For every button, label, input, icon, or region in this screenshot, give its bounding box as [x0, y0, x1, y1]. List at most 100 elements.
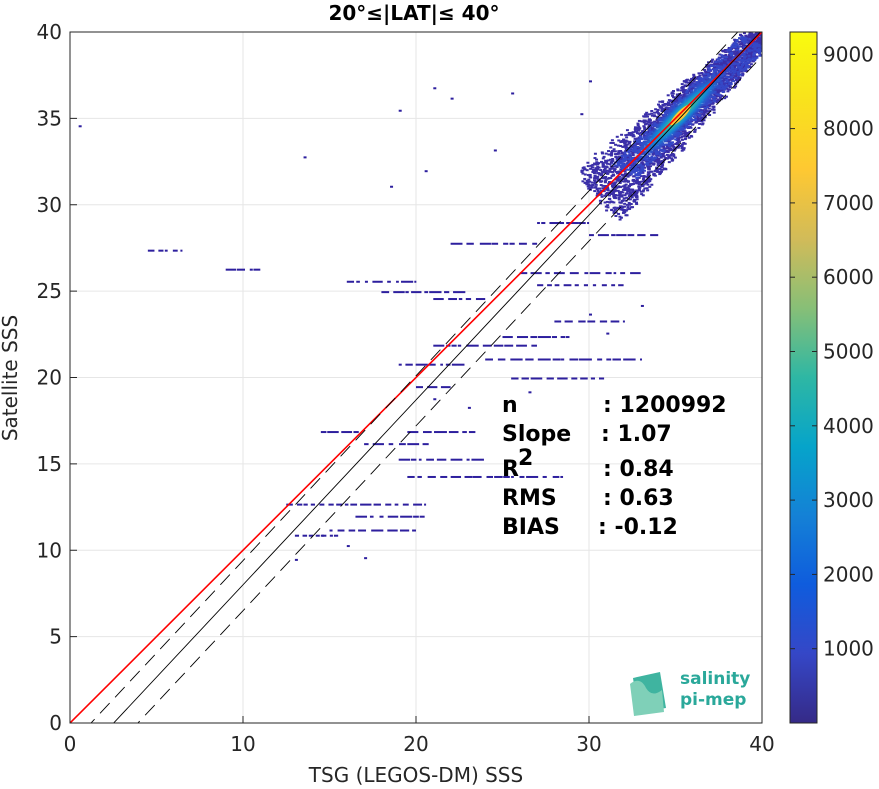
density-cell: [594, 170, 598, 173]
density-cell: [639, 170, 643, 173]
density-cell: [627, 132, 631, 135]
density-cell: [602, 168, 606, 171]
density-cell: [626, 133, 630, 136]
density-cell: [590, 166, 594, 169]
density-cell: [616, 144, 620, 147]
scatter-point: [398, 109, 402, 112]
density-cell: [655, 166, 659, 169]
density-cell: [606, 177, 610, 180]
density-cell: [716, 63, 720, 66]
density-cell: [733, 46, 737, 49]
density-cell: [648, 156, 652, 159]
density-cell: [609, 192, 613, 195]
density-cell: [670, 157, 674, 160]
density-cell: [663, 103, 667, 106]
density-cell: [724, 49, 728, 52]
streak-segment: [560, 336, 566, 339]
scatter-point: [364, 557, 368, 560]
density-cell: [607, 194, 611, 197]
density-cell: [596, 172, 600, 175]
streak-segment: [253, 268, 261, 271]
density-cell: [623, 180, 627, 183]
streak-segment: [623, 358, 636, 361]
density-cell: [596, 175, 600, 178]
density-cell: [731, 76, 735, 79]
scatter-point: [606, 332, 610, 335]
density-cell: [691, 123, 695, 126]
density-cell: [631, 165, 635, 168]
density-cell: [622, 138, 626, 141]
streak-segment: [516, 344, 527, 347]
density-cell: [635, 164, 639, 167]
density-cell: [645, 187, 649, 190]
density-cell: [694, 121, 698, 124]
density-cell: [742, 53, 746, 56]
density-cell: [729, 83, 733, 86]
density-cell: [601, 152, 605, 155]
density-cell: [728, 47, 732, 50]
density-cell: [619, 208, 623, 211]
density-cell: [667, 156, 671, 159]
streak-segment: [530, 377, 543, 380]
density-cell: [615, 153, 619, 156]
streak-segment: [560, 475, 564, 478]
density-cell: [652, 174, 656, 177]
streak-segment: [327, 431, 339, 434]
density-cell: [620, 173, 624, 176]
density-cell: [641, 162, 645, 165]
density-cell: [614, 153, 618, 156]
streak-segment: [387, 529, 398, 532]
density-cell: [641, 184, 645, 187]
density-cell: [628, 155, 632, 158]
density-cell: [680, 135, 684, 138]
density-cell: [636, 137, 640, 140]
density-cell: [595, 177, 599, 180]
density-cell: [605, 188, 609, 191]
density-cell: [632, 175, 636, 178]
density-cell: [619, 144, 623, 147]
streak-segment: [485, 358, 493, 361]
streak-segment: [546, 377, 554, 380]
density-cell: [623, 154, 627, 157]
density-cell: [601, 157, 605, 160]
density-cell: [661, 155, 665, 158]
density-cell: [583, 173, 587, 176]
density-cell: [595, 187, 599, 190]
density-cell: [625, 174, 629, 177]
streak-segment: [552, 358, 561, 361]
density-cell: [700, 110, 704, 113]
density-cell: [674, 142, 678, 145]
streak-segment: [407, 475, 415, 478]
density-cell: [736, 71, 740, 74]
density-cell: [747, 41, 751, 44]
density-cell: [683, 135, 687, 138]
density-cell: [596, 165, 600, 168]
density-cell: [628, 193, 632, 196]
density-cell: [728, 81, 732, 84]
density-cell: [678, 132, 682, 135]
density-cell: [664, 157, 668, 160]
density-cell: [595, 161, 599, 164]
density-cell: [612, 210, 616, 213]
density-cell: [593, 182, 597, 185]
density-cell: [643, 166, 647, 169]
density-cell: [598, 199, 602, 202]
density-cell: [727, 49, 731, 52]
density-cell: [746, 65, 750, 68]
density-cell: [593, 179, 597, 182]
density-cell: [722, 54, 726, 57]
density-cell: [730, 65, 734, 68]
density-cell: [614, 189, 618, 192]
density-cell: [750, 33, 754, 36]
density-cell: [601, 184, 605, 187]
density-cell: [757, 44, 761, 47]
stat-label-3: RMS: [502, 486, 557, 511]
streak-segment: [584, 272, 589, 275]
density-cell: [625, 179, 629, 182]
x-tick-label: 20: [403, 732, 428, 756]
density-cell: [676, 88, 680, 91]
streak-segment: [405, 363, 413, 366]
density-cell: [685, 89, 689, 92]
density-cell: [684, 131, 688, 134]
streak-segment: [612, 358, 621, 361]
